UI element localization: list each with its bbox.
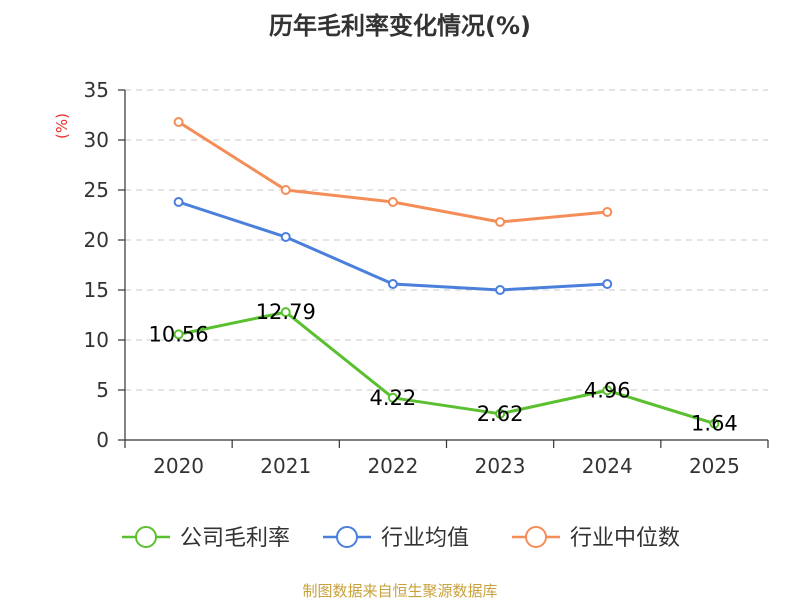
y-tick-label: 30 — [84, 128, 109, 152]
data-labels: 10.56 12.79 4.22 2.62 4.96 1.64 — [149, 300, 738, 436]
y-tick-label: 15 — [84, 278, 109, 302]
series-line — [178, 200, 608, 292]
x-tick-label: 2021 — [260, 454, 311, 478]
y-tick-label: 0 — [96, 428, 109, 452]
chart-title: 历年毛利率变化情况(%) — [269, 12, 531, 40]
legend-marker — [525, 526, 547, 548]
data-point — [280, 185, 291, 195]
data-point — [387, 197, 398, 207]
source-note: 制图数据来自恒生聚源数据库 — [302, 582, 497, 600]
x-tick-label: 2025 — [689, 454, 740, 478]
legend-label: 行业均值 — [381, 526, 469, 551]
y-tick-label: 5 — [96, 378, 109, 402]
data-point — [173, 117, 184, 127]
y-tick-label: 25 — [84, 178, 109, 202]
data-point — [602, 279, 613, 289]
series-points — [173, 117, 720, 429]
data-label: 10.56 — [149, 322, 209, 346]
x-tick-label: 2022 — [367, 454, 418, 478]
y-tick-label: 20 — [84, 228, 109, 252]
data-point — [495, 285, 506, 295]
data-label: 2.62 — [477, 402, 524, 426]
legend-label: 公司毛利率 — [180, 526, 290, 551]
x-tick-label: 2020 — [153, 454, 204, 478]
y-axis-unit-label: (%) — [53, 113, 71, 139]
data-point — [602, 385, 613, 396]
y-tick-label: 35 — [84, 78, 109, 102]
data-point — [495, 408, 506, 419]
data-point — [387, 392, 398, 403]
data-point — [602, 207, 613, 217]
data-label: 4.22 — [370, 386, 417, 410]
legend-marker — [135, 526, 157, 548]
legend-label: 行业中位数 — [570, 526, 680, 551]
grid-lines — [125, 89, 768, 391]
data-label: 12.79 — [256, 300, 316, 324]
y-tick-label: 10 — [84, 328, 109, 352]
x-tick-label: 2023 — [475, 454, 526, 478]
series-line — [178, 310, 715, 426]
data-point — [495, 217, 506, 227]
data-label: 4.96 — [584, 378, 631, 402]
data-point — [280, 232, 291, 242]
data-point — [173, 329, 184, 340]
data-label: 1.64 — [691, 412, 738, 436]
data-point — [709, 418, 720, 429]
x-tick-label: 2024 — [582, 454, 633, 478]
data-point — [173, 197, 184, 207]
data-point — [387, 279, 398, 289]
data-point — [280, 307, 291, 318]
series-lines — [177, 120, 715, 426]
legend-marker — [336, 526, 358, 548]
legend: 公司毛利率 行业均值 行业中位数 — [122, 526, 680, 551]
